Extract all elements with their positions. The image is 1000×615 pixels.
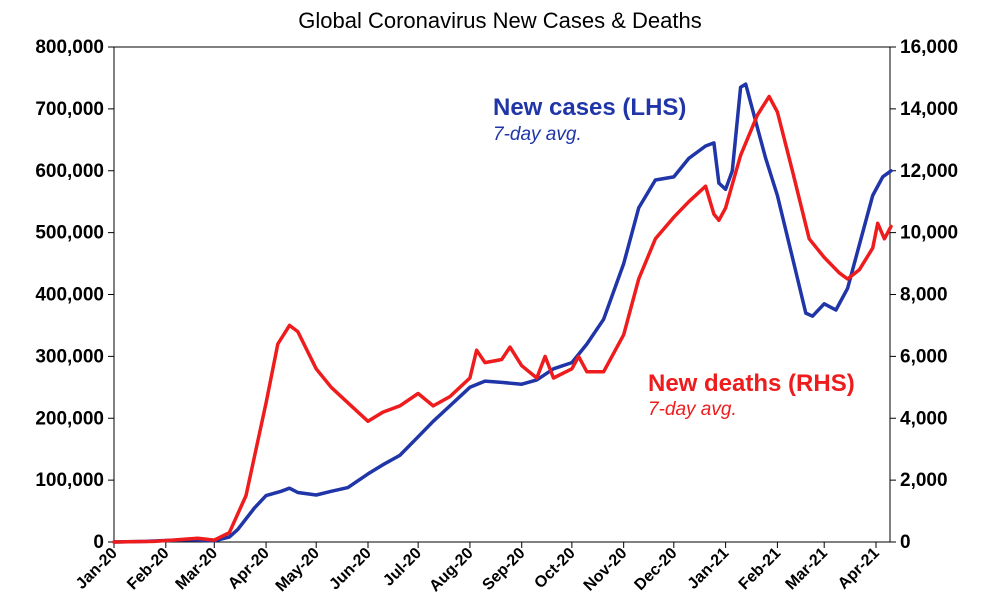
plot-area-frame [113, 46, 891, 543]
left-tick-label: 600,000 [35, 161, 104, 182]
right-tick-label: 14,000 [900, 99, 958, 120]
x-tick-label: Jul-20 [380, 545, 425, 590]
chart-title: Global Coronavirus New Cases & Deaths [298, 8, 702, 33]
x-tick-label: Aug-20 [426, 545, 476, 595]
series-annotations: New cases (LHS) 7-day avg. New deaths (R… [493, 94, 855, 420]
x-tick-label: Feb-21 [736, 545, 785, 594]
right-tick-label: 16,000 [900, 37, 958, 58]
x-tick-label: Feb-20 [124, 545, 173, 594]
left-tick-label: 500,000 [35, 223, 104, 244]
deaths-series-label: New deaths (RHS) [648, 370, 855, 397]
cases-series-label: New cases (LHS) [493, 94, 686, 121]
right-tick-label: 8,000 [900, 285, 948, 306]
x-tick-label: Jan-21 [685, 545, 733, 593]
deaths-line [112, 94, 893, 544]
deaths-series-sublabel: 7-day avg. [648, 399, 737, 420]
x-tick-label: Sep-20 [479, 545, 528, 594]
x-tick-label: Nov-20 [581, 545, 631, 595]
right-tick-label: 2,000 [900, 470, 948, 491]
right-tick-label: 10,000 [900, 223, 958, 244]
right-tick-label: 6,000 [900, 346, 948, 367]
x-tick-label: Oct-20 [531, 545, 578, 592]
left-tick-label: 400,000 [35, 285, 104, 306]
x-tick-label: Dec-20 [631, 545, 680, 594]
right-y-axis: 0 2,000 4,000 6,000 8,000 10,000 12,000 14,000 1… [890, 37, 958, 553]
left-y-axis: 0 100,000 200,000 300,000 400,000 500,000 600,… [35, 37, 114, 553]
right-tick-label: 12,000 [900, 161, 958, 182]
x-tick-label: Apr-20 [225, 545, 273, 593]
left-tick-label: 200,000 [35, 408, 104, 429]
x-tick-label: Mar-21 [783, 545, 832, 594]
left-tick-label: 300,000 [35, 346, 104, 367]
x-tick-label: Jun-20 [326, 545, 375, 594]
x-axis: Jan-20 Feb-20 Mar-20 Apr-20 May-20 Jun-20 Jul-… [73, 542, 883, 595]
series-group [112, 82, 893, 544]
left-tick-label: 100,000 [35, 470, 104, 491]
x-tick-label: Apr-21 [835, 545, 883, 593]
x-tick-label: May-20 [273, 545, 323, 595]
cases-line [112, 82, 893, 544]
left-tick-label: 700,000 [35, 99, 104, 120]
cases-series-sublabel: 7-day avg. [493, 124, 582, 145]
x-tick-label: Mar-20 [173, 545, 222, 594]
right-tick-label: 0 [900, 532, 911, 553]
left-tick-label: 800,000 [35, 37, 104, 58]
right-tick-label: 4,000 [900, 408, 948, 429]
left-tick-label: 0 [93, 532, 104, 553]
